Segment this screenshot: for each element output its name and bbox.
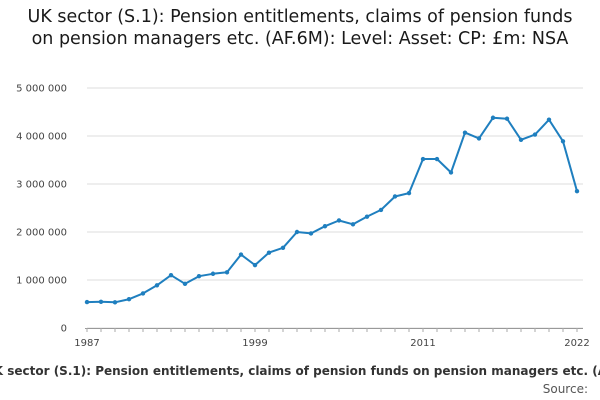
data-point[interactable]	[224, 270, 230, 275]
data-point[interactable]	[294, 229, 300, 235]
source-label: Source:	[542, 382, 588, 396]
data-point[interactable]	[406, 190, 412, 196]
data-point[interactable]	[140, 291, 146, 296]
gridlines	[87, 87, 583, 329]
x-tick-label: 2022	[564, 338, 589, 349]
series-line	[86, 116, 578, 304]
data-point[interactable]	[266, 250, 272, 255]
data-point[interactable]	[518, 137, 524, 143]
series-group	[84, 115, 580, 305]
y-tick-label: 0	[61, 324, 67, 335]
data-point[interactable]	[308, 231, 314, 236]
legend-label: UK sector (S.1): Pension entitlements, c…	[0, 364, 600, 378]
data-point[interactable]	[420, 156, 426, 162]
data-point[interactable]	[490, 115, 496, 120]
data-point[interactable]	[350, 222, 356, 227]
data-point[interactable]	[336, 218, 342, 223]
data-point[interactable]	[392, 194, 398, 199]
y-tick-label: 3 000 000	[16, 180, 67, 191]
data-point[interactable]	[476, 136, 482, 141]
x-tick-label: 1987	[74, 338, 99, 349]
legend: UK sector (S.1): Pension entitlements, c…	[0, 364, 600, 382]
data-point[interactable]	[378, 207, 384, 213]
data-point[interactable]	[154, 283, 160, 288]
data-point[interactable]	[448, 170, 454, 175]
data-point[interactable]	[560, 139, 566, 144]
data-point[interactable]	[364, 214, 370, 219]
x-tick-label: 2011	[410, 338, 435, 349]
data-point[interactable]	[168, 273, 174, 278]
data-point[interactable]	[574, 189, 580, 194]
data-point[interactable]	[126, 297, 132, 302]
data-point[interactable]	[98, 299, 104, 305]
y-axis-ticks: 0 1 000 000 2 000 000 3 000 000 4 000 000 5 0…	[16, 84, 67, 335]
data-point[interactable]	[462, 130, 468, 135]
data-point[interactable]	[532, 132, 538, 137]
y-tick-label: 1 000 000	[16, 276, 67, 287]
data-point[interactable]	[84, 299, 90, 305]
data-point[interactable]	[238, 252, 244, 257]
chart-title: UK sector (S.1): Pension entitlements, c…	[27, 7, 573, 49]
data-point[interactable]	[280, 245, 286, 251]
y-tick-label: 5 000 000	[16, 84, 67, 95]
data-point[interactable]	[182, 281, 188, 287]
data-point[interactable]	[504, 116, 510, 121]
y-tick-label: 4 000 000	[16, 132, 67, 143]
data-point[interactable]	[252, 262, 258, 268]
data-point[interactable]	[546, 117, 552, 122]
data-point[interactable]	[434, 156, 440, 162]
x-axis: 1987 1999 2011 2022	[74, 328, 590, 349]
data-point[interactable]	[322, 224, 328, 229]
data-point[interactable]	[210, 271, 216, 276]
data-point[interactable]	[112, 300, 118, 305]
y-tick-label: 2 000 000	[16, 228, 67, 239]
x-tick-label: 1999	[242, 338, 267, 349]
data-point[interactable]	[196, 273, 202, 279]
